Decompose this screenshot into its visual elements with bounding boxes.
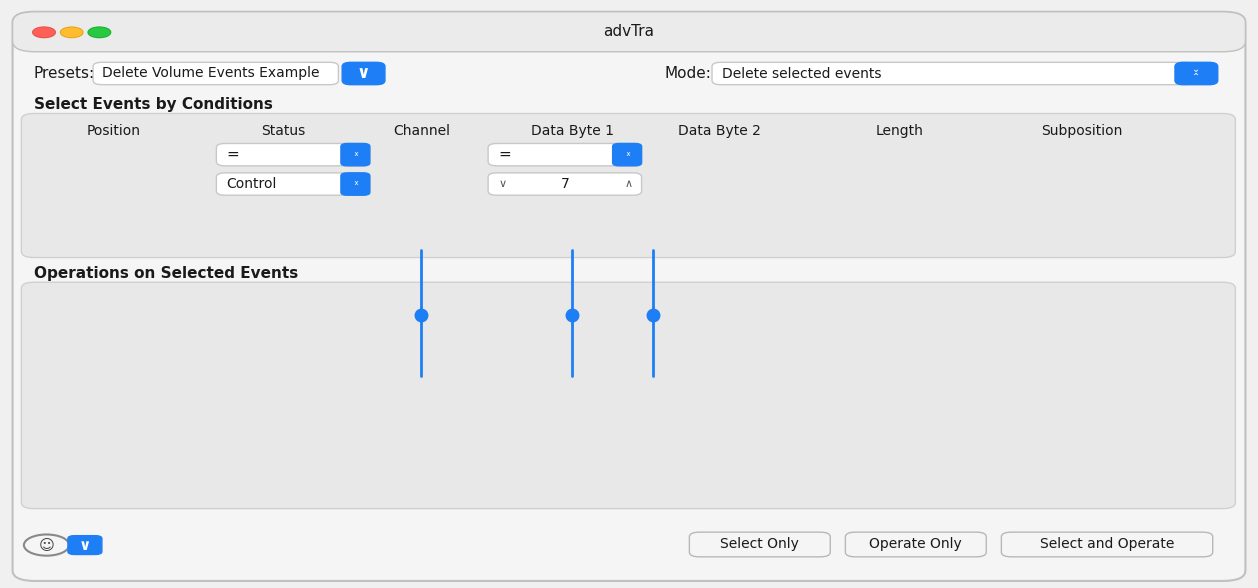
FancyBboxPatch shape bbox=[1175, 62, 1218, 85]
FancyBboxPatch shape bbox=[216, 143, 370, 166]
Text: ⌄: ⌄ bbox=[624, 146, 632, 156]
Text: Delete Volume Events Example: Delete Volume Events Example bbox=[102, 66, 320, 81]
FancyBboxPatch shape bbox=[342, 62, 385, 85]
FancyBboxPatch shape bbox=[845, 532, 986, 557]
Text: ⌄: ⌄ bbox=[352, 176, 360, 185]
Text: ⌃: ⌃ bbox=[352, 153, 360, 163]
Text: Channel: Channel bbox=[392, 123, 450, 138]
Text: Select and Operate: Select and Operate bbox=[1040, 537, 1174, 552]
Text: Mode:: Mode: bbox=[664, 66, 711, 81]
FancyBboxPatch shape bbox=[93, 62, 338, 85]
Text: Presets:: Presets: bbox=[34, 66, 96, 81]
Text: ∨: ∨ bbox=[498, 179, 506, 189]
Text: ⌃: ⌃ bbox=[1193, 72, 1200, 82]
FancyBboxPatch shape bbox=[341, 143, 370, 166]
Text: Subposition: Subposition bbox=[1042, 123, 1122, 138]
Text: ⌄: ⌄ bbox=[352, 146, 360, 156]
Text: =: = bbox=[226, 147, 239, 162]
Text: Length: Length bbox=[876, 123, 923, 138]
FancyBboxPatch shape bbox=[13, 12, 1245, 52]
Text: Delete selected events: Delete selected events bbox=[722, 66, 882, 81]
Text: advTra: advTra bbox=[604, 24, 654, 39]
Text: Operate Only: Operate Only bbox=[869, 537, 962, 552]
Text: Data Byte 2: Data Byte 2 bbox=[678, 123, 761, 138]
Circle shape bbox=[60, 27, 83, 38]
Text: 7: 7 bbox=[561, 177, 569, 191]
FancyBboxPatch shape bbox=[1001, 532, 1213, 557]
FancyBboxPatch shape bbox=[68, 536, 102, 554]
Text: ⌃: ⌃ bbox=[624, 153, 632, 163]
Text: Status: Status bbox=[260, 123, 306, 138]
FancyBboxPatch shape bbox=[21, 282, 1235, 509]
Circle shape bbox=[33, 27, 55, 38]
Text: ∧: ∧ bbox=[625, 179, 633, 189]
FancyBboxPatch shape bbox=[613, 143, 642, 166]
Text: Data Byte 1: Data Byte 1 bbox=[531, 123, 614, 138]
Text: Select Events by Conditions: Select Events by Conditions bbox=[34, 97, 273, 112]
FancyBboxPatch shape bbox=[341, 173, 370, 195]
FancyBboxPatch shape bbox=[712, 62, 1193, 85]
Text: ∨: ∨ bbox=[357, 65, 370, 82]
Text: ☺: ☺ bbox=[39, 537, 54, 553]
Text: Position: Position bbox=[87, 123, 140, 138]
Text: Select Only: Select Only bbox=[721, 537, 799, 552]
Text: Control: Control bbox=[226, 177, 277, 191]
FancyBboxPatch shape bbox=[13, 12, 1245, 581]
Text: ⌄: ⌄ bbox=[1193, 64, 1200, 75]
Circle shape bbox=[88, 27, 111, 38]
FancyBboxPatch shape bbox=[216, 173, 370, 195]
FancyBboxPatch shape bbox=[488, 143, 642, 166]
Text: Operations on Selected Events: Operations on Selected Events bbox=[34, 266, 298, 281]
Text: =: = bbox=[498, 147, 511, 162]
Text: ⌃: ⌃ bbox=[352, 183, 360, 192]
FancyBboxPatch shape bbox=[21, 113, 1235, 258]
FancyBboxPatch shape bbox=[488, 173, 642, 195]
Text: ∨: ∨ bbox=[79, 537, 91, 553]
FancyBboxPatch shape bbox=[689, 532, 830, 557]
